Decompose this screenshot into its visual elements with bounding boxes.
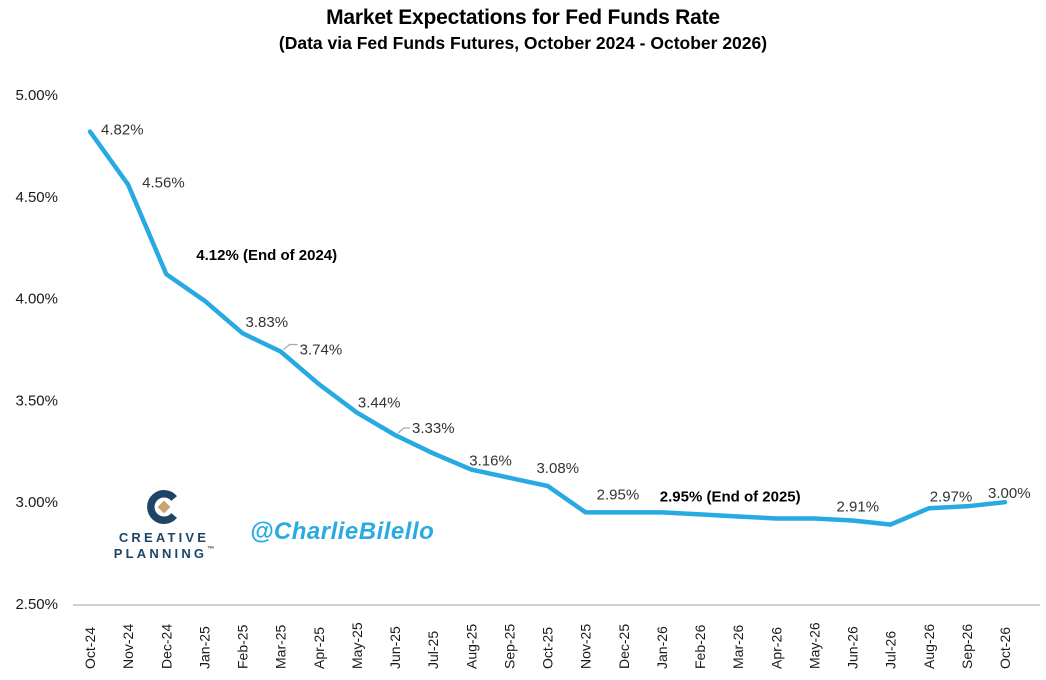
x-axis-tick-label: May-25 <box>349 622 365 669</box>
creative-planning-logo: CREATIVE PLANNING™ <box>108 488 220 563</box>
y-axis-tick-label: 4.50% <box>15 189 58 206</box>
chart-title: Market Expectations for Fed Funds Rate <box>326 6 720 29</box>
watermark-handle: @CharlieBilello <box>250 518 435 545</box>
fed-funds-expectations-line <box>87 129 1008 527</box>
y-axis-tick-label: 2.50% <box>15 596 58 613</box>
x-axis-tick-label: Jan-25 <box>196 626 212 669</box>
logo-trademark: ™ <box>207 546 215 554</box>
x-axis-tick-label: Feb-26 <box>692 624 708 669</box>
y-axis-tick-label: 4.00% <box>15 291 58 308</box>
x-axis-tick-label: Aug-25 <box>463 624 479 669</box>
x-axis-tick-label: Jan-26 <box>654 626 670 669</box>
x-axis-tick-label: Oct-26 <box>997 627 1013 669</box>
x-axis-tick-label: Apr-26 <box>768 627 784 669</box>
x-axis-tick-label: Jun-26 <box>845 626 861 669</box>
data-point-label: 2.97% <box>930 488 973 505</box>
data-point-label: 2.95% <box>597 486 640 503</box>
x-axis-tick-label: Oct-25 <box>540 627 556 669</box>
logo-text-planning-word: PLANNING <box>113 546 208 562</box>
x-axis-tick-label: Dec-24 <box>158 624 174 669</box>
data-point-label: 3.74% <box>300 342 343 359</box>
data-point-label: 4.82% <box>101 122 144 139</box>
x-axis-tick-label: Jul-25 <box>425 631 441 669</box>
logo-text-creative: CREATIVE <box>118 530 210 545</box>
x-axis-tick-label: Aug-26 <box>921 624 937 669</box>
data-point-label: 3.33% <box>412 420 455 437</box>
logo-text-planning: PLANNING™ <box>108 546 220 562</box>
x-axis-tick-label: Mar-25 <box>273 624 289 669</box>
y-axis-tick-label: 3.00% <box>15 494 58 511</box>
data-point-label: 4.56% <box>142 175 185 192</box>
y-axis-tick-label: 3.50% <box>15 392 58 409</box>
y-axis-tick-label: 5.00% <box>15 87 58 104</box>
x-axis-tick-label: Jun-25 <box>387 626 403 669</box>
data-point-label: 2.95% (End of 2025) <box>660 488 801 505</box>
x-axis-tick-label: Nov-25 <box>578 624 594 669</box>
data-point-label: 3.44% <box>358 395 401 412</box>
x-axis-tick-label: Feb-25 <box>235 624 251 669</box>
data-point-label: 3.83% <box>246 314 289 331</box>
chart-subtitle: (Data via Fed Funds Futures, October 202… <box>278 33 768 53</box>
data-point-label: 3.08% <box>537 460 580 477</box>
x-axis-tick-label: Mar-26 <box>730 624 746 669</box>
x-axis-tick-label: Nov-24 <box>120 624 136 669</box>
x-axis-tick-label: Dec-25 <box>616 624 632 669</box>
data-point-label: 3.16% <box>469 453 512 470</box>
logo-diamond <box>157 500 171 514</box>
data-label-leader-line <box>397 427 410 434</box>
logo-c-arc <box>147 490 177 524</box>
x-axis-tick-label: Sep-25 <box>501 624 517 669</box>
data-point-label: 3.00% <box>988 485 1031 502</box>
x-axis-tick-label: Oct-24 <box>82 627 98 669</box>
data-label-leader-line <box>283 343 298 351</box>
x-axis-tick-label: May-26 <box>806 622 822 669</box>
x-axis-tick-label: Sep-26 <box>959 624 975 669</box>
data-point-label: 2.91% <box>837 499 880 516</box>
x-axis-tick-label: Apr-25 <box>311 627 327 669</box>
creative-planning-c-icon <box>147 490 177 524</box>
x-axis-tick-label: Jul-26 <box>883 631 899 669</box>
data-point-label: 4.12% (End of 2024) <box>196 247 337 264</box>
